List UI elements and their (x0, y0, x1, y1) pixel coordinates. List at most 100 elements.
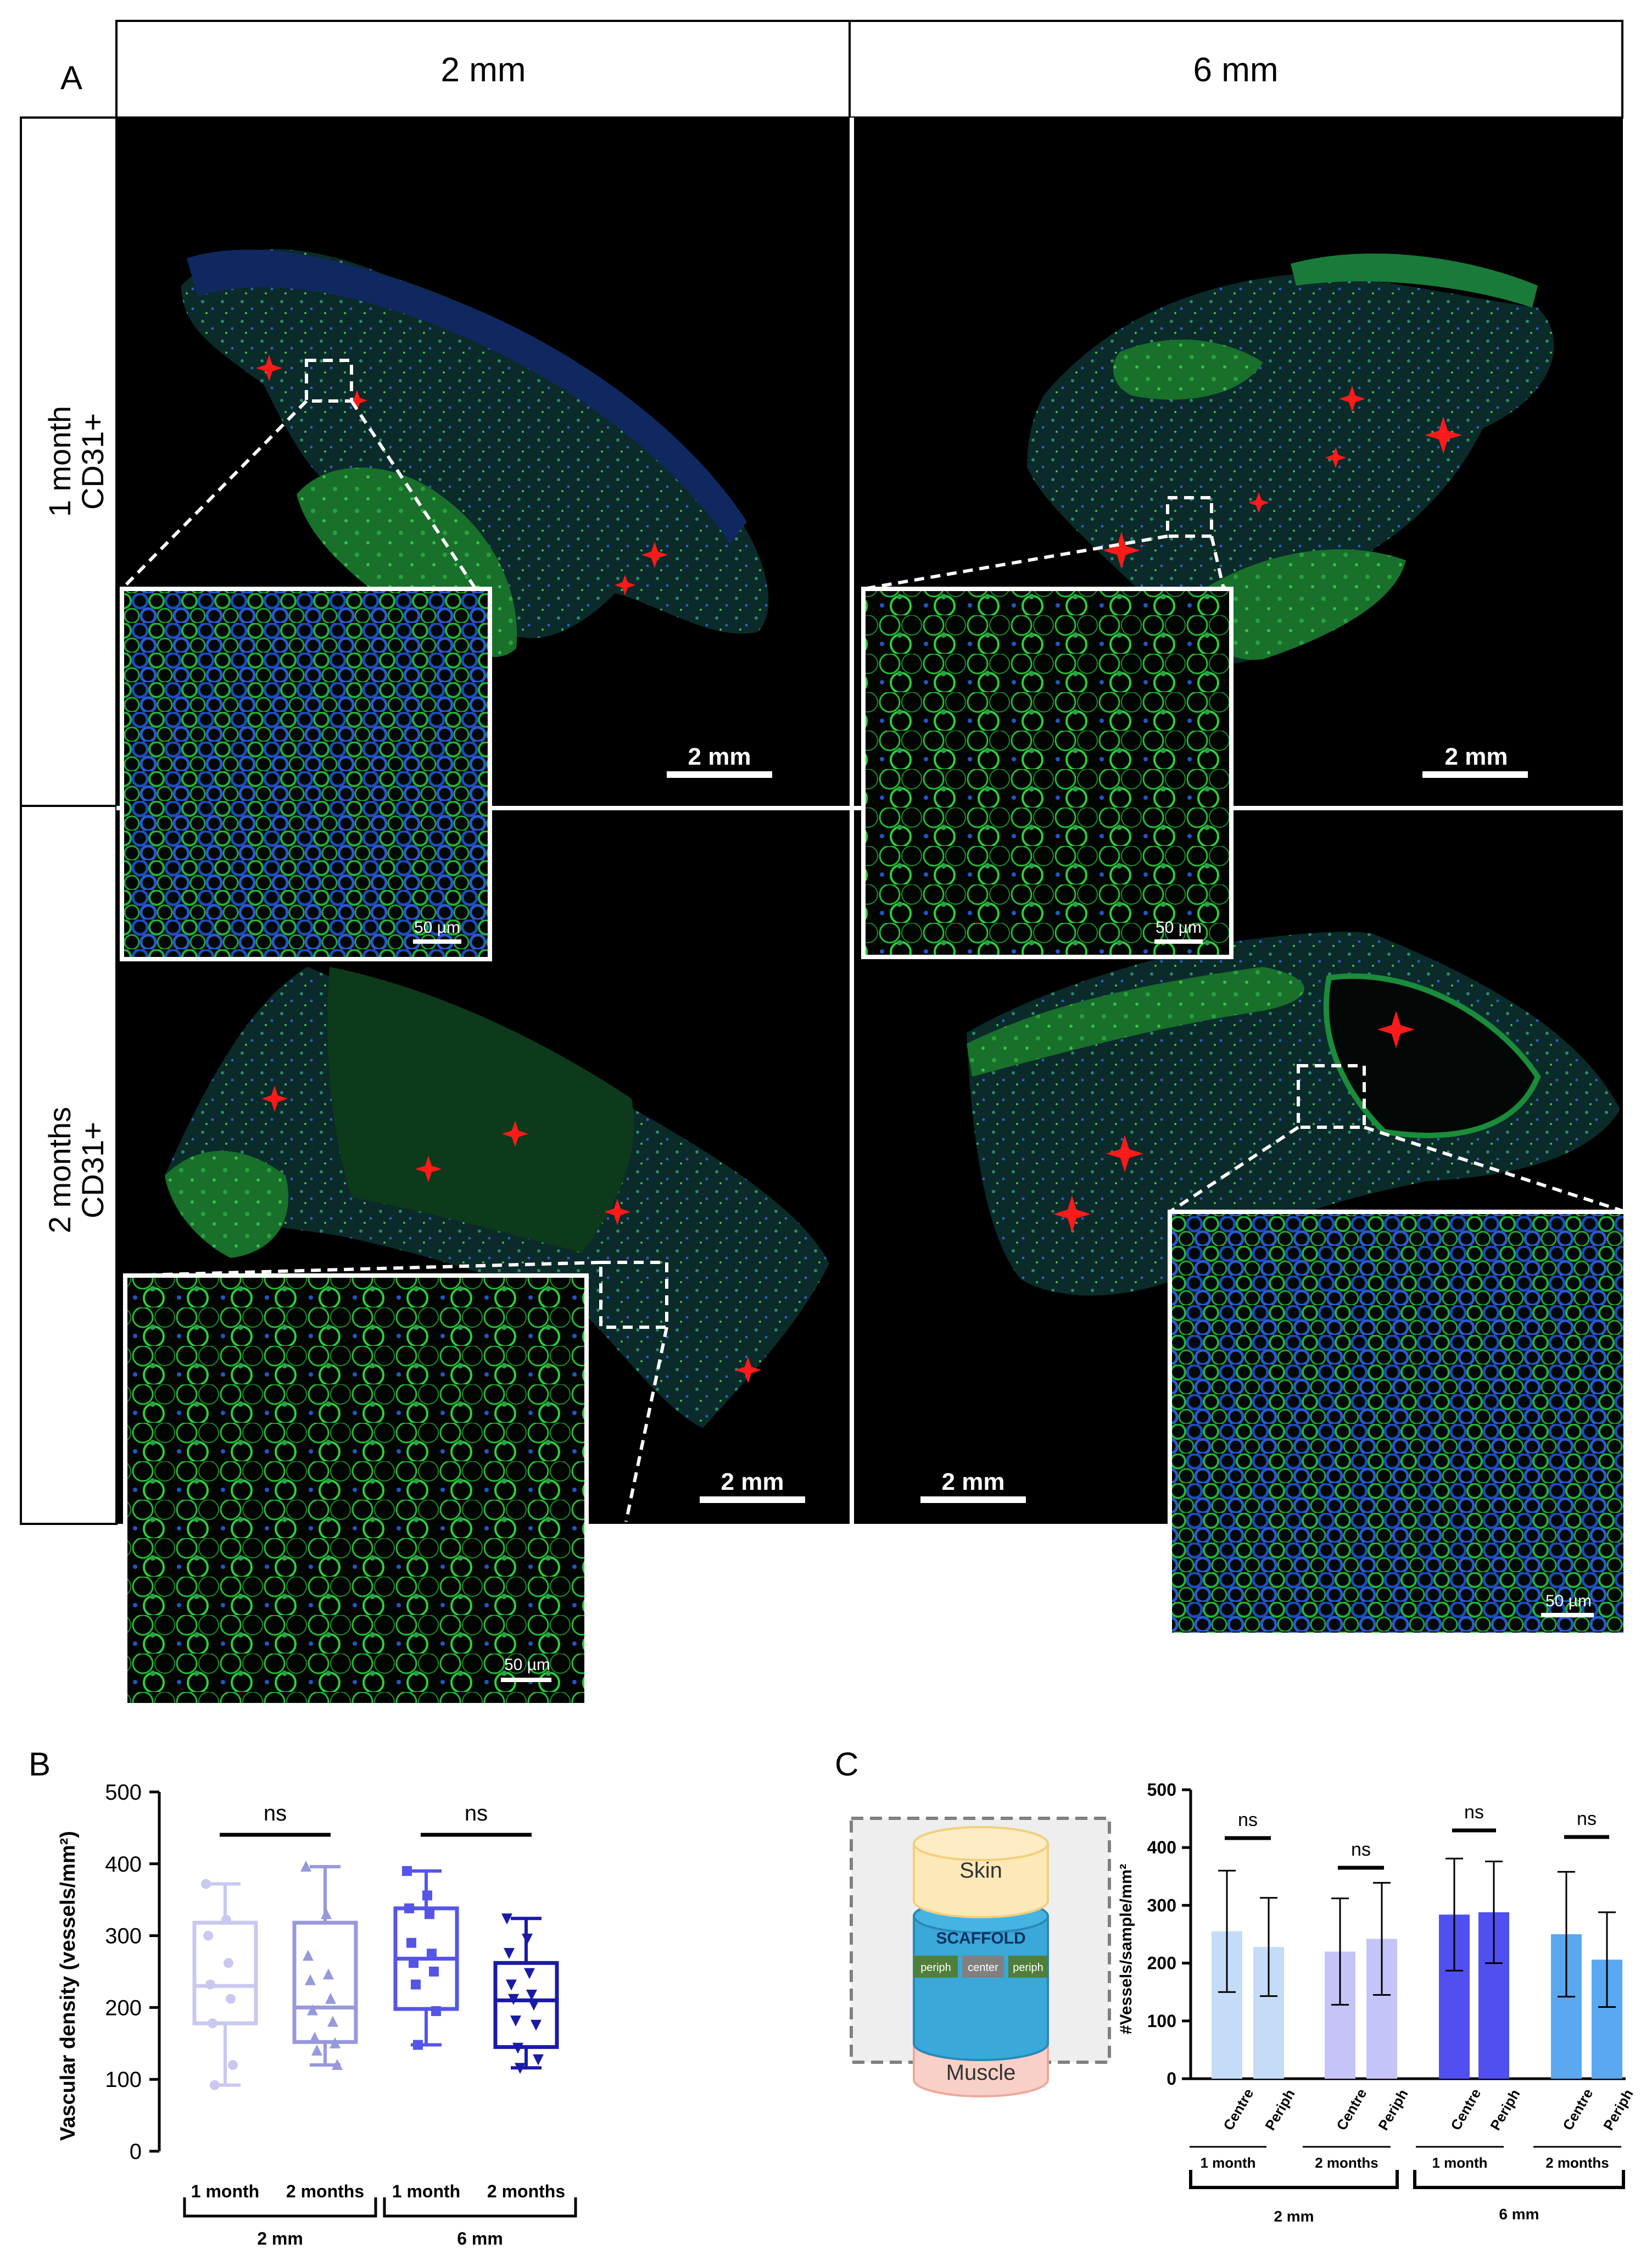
periph-region (914, 1956, 958, 1978)
significance-label: ns (1577, 1808, 1597, 1829)
zoom-box (1297, 1064, 1366, 1129)
data-point (524, 1968, 535, 1979)
tissue-muscle (1196, 549, 1406, 660)
bracket-label: 6 mm (1499, 2206, 1539, 2223)
bar-label: Centre (1559, 2086, 1596, 2133)
data-point (409, 1958, 418, 1968)
periph-label: periph (1013, 1962, 1043, 1974)
data-point (305, 1974, 316, 1985)
zoom-box (305, 359, 353, 403)
y-tick-label: 300 (105, 1924, 142, 1949)
data-point (515, 2063, 526, 2074)
lumen-marker (1339, 386, 1365, 412)
data-point (508, 1994, 519, 2005)
column-header-frame (115, 20, 1623, 119)
data-point (422, 1890, 432, 1901)
y-tick-label: 500 (105, 1780, 142, 1805)
bar-label: Centre (1220, 2086, 1257, 2133)
muscle-label: Muscle (946, 2061, 1016, 2085)
zoom-connector (863, 535, 1168, 591)
data-point (210, 2080, 220, 2090)
periph-label: periph (920, 1962, 951, 1974)
data-point (325, 1992, 336, 2004)
data-point (402, 1866, 412, 1876)
scale-bar (501, 1678, 551, 1682)
group-label: 2 months (286, 2181, 364, 2201)
panel-c-significance: ns ns ns ns (1225, 1802, 1609, 1870)
zoom-connector (120, 399, 308, 591)
tissue-section (181, 249, 769, 638)
zoom-connector (1210, 536, 1225, 589)
data-point (221, 1914, 231, 1925)
data-point (201, 1879, 211, 1889)
panel-c-bars (1212, 1857, 1622, 2079)
inset-2mm-2months (123, 1273, 589, 1707)
lumen-marker (604, 1199, 630, 1225)
scale-bar (1541, 1613, 1594, 1617)
lumen-marker (261, 1085, 288, 1112)
lumen-marker (415, 1156, 442, 1182)
bar-label: Periph (1600, 2086, 1636, 2133)
y-tick-label: 0 (1167, 2069, 1176, 2089)
scaffold-diagram: Muscle SCAFFOLD periph center periph Ski… (850, 1817, 1111, 2097)
panel-b: B Vascular density (vessels/mm²) 0 100 200… (29, 1746, 577, 2248)
zoom-box (1166, 496, 1213, 538)
data-point (208, 2018, 217, 2029)
significance-label: ns (264, 1801, 287, 1825)
lumen-marker (347, 390, 367, 411)
scale-bar (920, 1496, 1026, 1503)
panel-a: A 2 mm 6 mm 1 month CD31+ 2 months CD31+ (20, 20, 1628, 1707)
data-point (303, 1950, 314, 1961)
column-header-2mm: 2 mm (441, 51, 526, 89)
data-point (427, 1949, 437, 1959)
panel-c-y-ticks: 0 100 200 300 400 500 (1147, 1780, 1191, 2089)
data-point (431, 2006, 441, 2016)
data-point (510, 2015, 521, 2027)
group-label: 2 months (487, 2181, 565, 2201)
group-label: 2 months (1315, 2155, 1378, 2171)
group-label: 1 month (1432, 2155, 1487, 2171)
data-point (203, 1930, 213, 1941)
bar-label: Centre (1333, 2086, 1370, 2133)
inset-scale-bars: 50 µm 50 µm 50 µm 50 µm (413, 918, 1594, 1682)
data-point (526, 1989, 537, 2001)
scale-bar (700, 1496, 805, 1503)
tissue-green-region (327, 967, 634, 1252)
data-point (425, 1909, 434, 1919)
zoom-connector (350, 400, 477, 590)
panel-b-x-labels: 1 month 2 months 1 month 2 months (191, 2181, 565, 2201)
tissue-skin (1291, 253, 1538, 308)
inset-6mm-2months (1168, 1210, 1628, 1637)
y-tick-label: 400 (1147, 1838, 1176, 1857)
inset-6mm-1month (861, 587, 1234, 959)
zoom-box (599, 1261, 668, 1329)
data-point (522, 1933, 533, 1945)
row-header-1month-marker: CD31+ (75, 413, 110, 510)
scale-bar-label: 2 mm (942, 1468, 1005, 1495)
group-label: 2 months (1545, 2155, 1609, 2171)
data-point (224, 1958, 233, 1968)
panel-b-label: B (29, 1746, 51, 1783)
data-point (404, 1903, 414, 1913)
bar-label: Periph (1375, 2086, 1411, 2133)
inset-2mm-1month (120, 587, 492, 961)
data-point (323, 1968, 334, 1980)
scale-bar-label: 50 µm (504, 1656, 550, 1674)
data-point (327, 2016, 338, 2027)
main-scale-bars: 2 mm 2 mm 2 mm 2 mm (667, 743, 1528, 1503)
box (292, 1920, 358, 2044)
panel-a-label: A (60, 59, 82, 96)
panel-b-boxes (192, 1861, 559, 2090)
tissue-muscle (967, 967, 1304, 1077)
lumen-marker (1103, 532, 1140, 569)
panel-b-y-ticks: 0 100 200 300 400 500 (105, 1780, 159, 2164)
row-header-1month: 1 month (42, 406, 77, 517)
data-point (429, 1967, 439, 1977)
row-header-2months-marker: CD31+ (75, 1122, 110, 1218)
lumen-marker (502, 1121, 528, 1147)
scale-bar (1422, 771, 1528, 778)
skin-layer (913, 1842, 1049, 1918)
panel-c-x-labels: Centre Periph Centre Periph Centre Periph Cent… (1220, 2086, 1636, 2133)
zoom-connector (1169, 1126, 1299, 1213)
